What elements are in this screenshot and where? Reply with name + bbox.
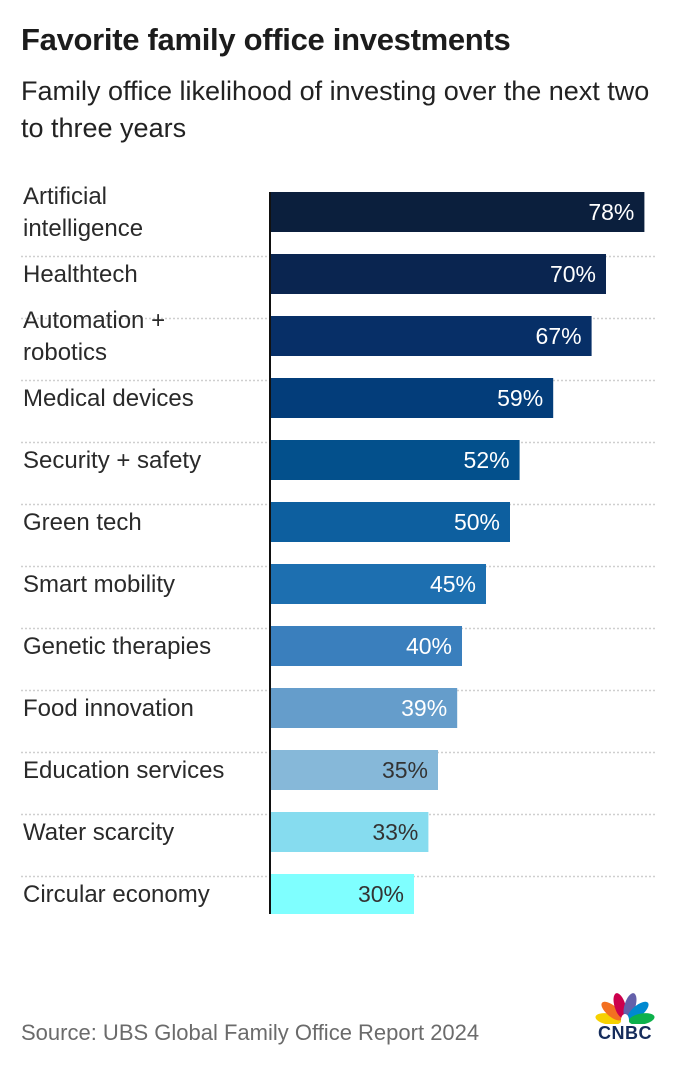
bar-chart: 78% Artificial intelligence 70% Healthtech 67… (21, 183, 655, 914)
bar (270, 316, 592, 356)
peacock-feather (613, 993, 627, 1019)
value-label: 39% (401, 695, 447, 721)
category-label: Medical devices (23, 385, 194, 412)
category-label: Automation + (23, 307, 165, 334)
bar (270, 812, 429, 852)
bar (270, 502, 510, 542)
bar (270, 378, 554, 418)
value-label: 70% (550, 261, 596, 287)
category-label: Food innovation (23, 695, 194, 722)
peacock-feather (628, 1013, 655, 1025)
bar (270, 750, 438, 790)
value-label: 78% (588, 199, 634, 225)
bar (270, 626, 462, 666)
nbc-peacock-icon (595, 993, 655, 1026)
value-label: 35% (382, 757, 428, 783)
category-label: Circular economy (23, 881, 210, 908)
category-label: Security + safety (23, 447, 201, 474)
bar (270, 192, 645, 232)
value-label: 33% (372, 819, 418, 845)
value-label: 45% (430, 571, 476, 597)
category-label: Green tech (23, 509, 142, 536)
category-label: robotics (23, 339, 107, 366)
bar (270, 564, 486, 604)
category-label: Education services (23, 757, 224, 784)
cnbc-logo-text: CNBC (598, 1023, 652, 1043)
value-label: 67% (536, 323, 582, 349)
peacock-body (621, 1014, 629, 1026)
bar (270, 254, 606, 294)
peacock-feather (601, 1001, 623, 1021)
category-label: intelligence (23, 215, 143, 242)
chart-title: Favorite family office investments (21, 22, 511, 57)
value-label: 52% (464, 447, 510, 473)
bar (270, 440, 520, 480)
cnbc-logo: CNBC (590, 990, 660, 1048)
category-label: Water scarcity (23, 819, 174, 846)
category-label: Artificial (23, 183, 107, 210)
bar (270, 688, 458, 728)
category-label: Healthtech (23, 261, 138, 288)
value-label: 40% (406, 633, 452, 659)
value-label: 30% (358, 881, 404, 907)
value-label: 59% (497, 385, 543, 411)
chart-subtitle: Family office likelihood of investing ov… (21, 76, 650, 143)
peacock-feather (627, 1001, 649, 1021)
source-note: Source: UBS Global Family Office Report … (21, 1020, 480, 1045)
category-label: Smart mobility (23, 571, 175, 598)
bar (270, 874, 414, 914)
category-label: Genetic therapies (23, 633, 211, 660)
value-label: 50% (454, 509, 500, 535)
